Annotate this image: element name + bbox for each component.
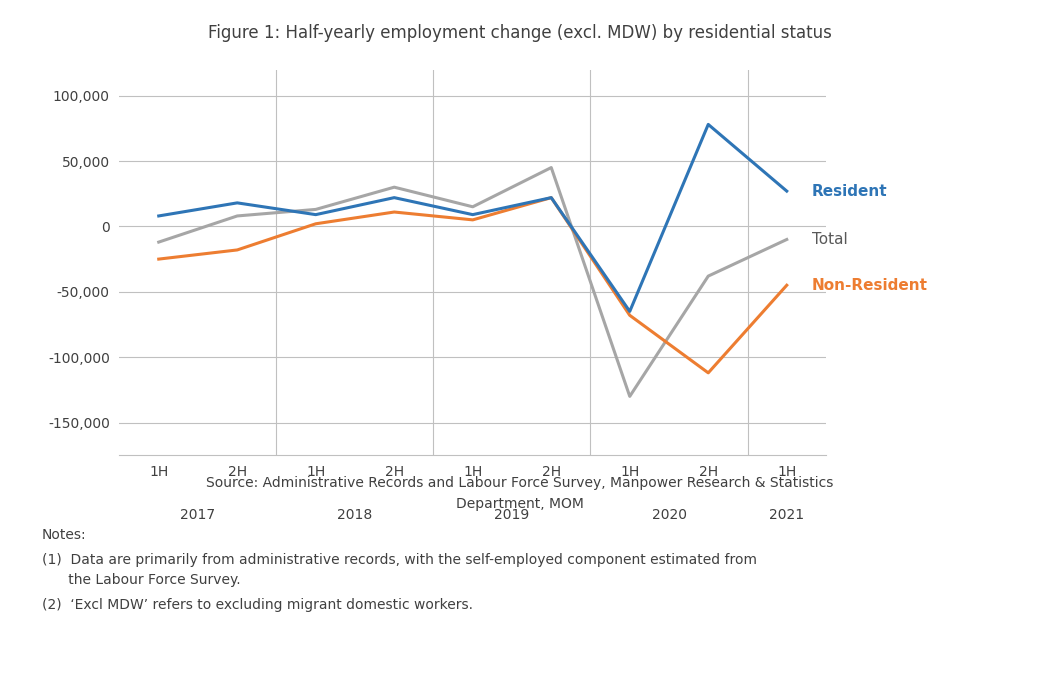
Text: 2018: 2018 bbox=[338, 508, 373, 522]
Text: Non-Resident: Non-Resident bbox=[811, 278, 928, 293]
Text: 2020: 2020 bbox=[651, 508, 687, 522]
Text: the Labour Force Survey.: the Labour Force Survey. bbox=[42, 573, 240, 587]
Text: Department, MOM: Department, MOM bbox=[455, 497, 584, 511]
Text: 2017: 2017 bbox=[181, 508, 215, 522]
Text: Resident: Resident bbox=[811, 183, 887, 199]
Text: (1)  Data are primarily from administrative records, with the self-employed comp: (1) Data are primarily from administrati… bbox=[42, 553, 756, 566]
Text: Source: Administrative Records and Labour Force Survey, Manpower Research & Stat: Source: Administrative Records and Labou… bbox=[206, 476, 833, 490]
Text: (2)  ‘Excl MDW’ refers to excluding migrant domestic workers.: (2) ‘Excl MDW’ refers to excluding migra… bbox=[42, 598, 473, 612]
Text: 2021: 2021 bbox=[769, 508, 804, 522]
Text: 2019: 2019 bbox=[495, 508, 530, 522]
Text: Notes:: Notes: bbox=[42, 528, 86, 542]
Text: Total: Total bbox=[811, 232, 848, 247]
Text: Figure 1: Half-yearly employment change (excl. MDW) by residential status: Figure 1: Half-yearly employment change … bbox=[208, 24, 831, 42]
